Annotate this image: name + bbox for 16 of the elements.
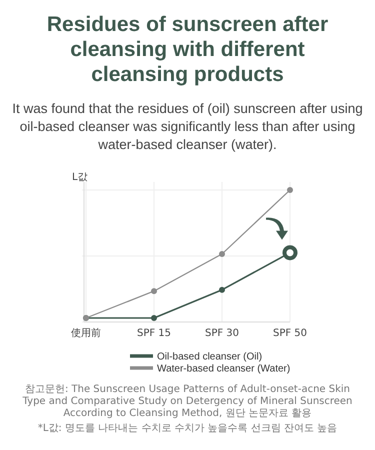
point bbox=[219, 251, 225, 257]
point bbox=[151, 288, 157, 294]
point bbox=[219, 286, 225, 293]
x-tick-label: SPF 30 bbox=[204, 328, 240, 339]
chart-subtitle: It was found that the residues of (oil) sunscreen after using oil-based cleanser was significantly less than after using water-based cleanser (water). bbox=[12, 100, 363, 154]
point bbox=[151, 315, 157, 321]
y-axis-title: L값 bbox=[72, 172, 88, 183]
text: *L값: 명도를 나타내는 수치로 수치가 높을수록 선크림 잔여도 높음 bbox=[36, 423, 338, 435]
x-tick-label: SPF 15 bbox=[136, 328, 172, 339]
x-tick-label: 使用前 bbox=[71, 327, 101, 339]
chart-title: Residues of sunscreen after cleansing with different cleansing products bbox=[46, 12, 330, 87]
legend-label: Water-based cleanser (Water) bbox=[157, 364, 290, 374]
x-tick-label: SPF 50 bbox=[272, 328, 308, 339]
text: 참고문헌: The Sunscreen Usage Patterns of Adult-onset-acne Skin Type and Comparative Study on Detergency of Mineral Sunscreen According to Cleansing Method, 원단 논문자료 활용 bbox=[22, 384, 354, 420]
point bbox=[287, 187, 293, 193]
legend-label: Oil-based cleanser (Oil) bbox=[157, 352, 262, 362]
